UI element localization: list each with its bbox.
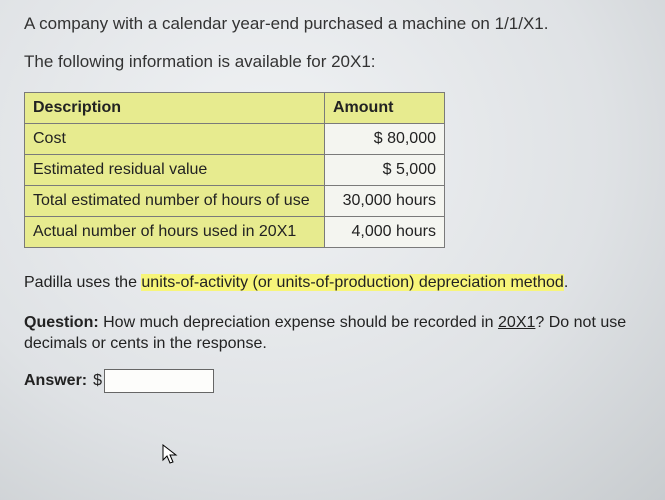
th-amount: Amount — [325, 92, 445, 123]
row-amount: 4,000 hours — [325, 216, 445, 247]
question-before: How much depreciation expense should be … — [99, 314, 498, 331]
row-amount: $ 80,000 — [325, 123, 445, 154]
row-label: Estimated residual value — [25, 154, 325, 185]
table-row: Actual number of hours used in 20X1 4,00… — [25, 216, 445, 247]
question-text: Question: How much depreciation expense … — [24, 312, 641, 355]
row-label: Total estimated number of hours of use — [25, 185, 325, 216]
method-line: Padilla uses the units-of-activity (or u… — [24, 274, 641, 292]
answer-row: Answer: $ — [24, 369, 641, 393]
table-row: Cost $ 80,000 — [25, 123, 445, 154]
method-prefix: Padilla uses the — [24, 274, 141, 291]
cursor-icon — [162, 444, 180, 466]
info-table: Description Amount Cost $ 80,000 Estimat… — [24, 92, 445, 248]
method-suffix: . — [564, 274, 568, 291]
row-label: Cost — [25, 123, 325, 154]
method-highlight: units-of-activity (or units-of-productio… — [141, 274, 563, 291]
row-amount: 30,000 hours — [325, 185, 445, 216]
table-row: Total estimated number of hours of use 3… — [25, 185, 445, 216]
intro-text: A company with a calendar year-end purch… — [24, 14, 641, 34]
currency-symbol: $ — [93, 372, 102, 390]
table-row: Estimated residual value $ 5,000 — [25, 154, 445, 185]
question-label: Question: — [24, 314, 99, 331]
row-label: Actual number of hours used in 20X1 — [25, 216, 325, 247]
answer-input[interactable] — [104, 369, 214, 393]
answer-label: Answer: — [24, 372, 87, 390]
row-amount: $ 5,000 — [325, 154, 445, 185]
th-description: Description — [25, 92, 325, 123]
question-underlined: 20X1 — [498, 314, 535, 331]
subintro-text: The following information is available f… — [24, 52, 641, 72]
